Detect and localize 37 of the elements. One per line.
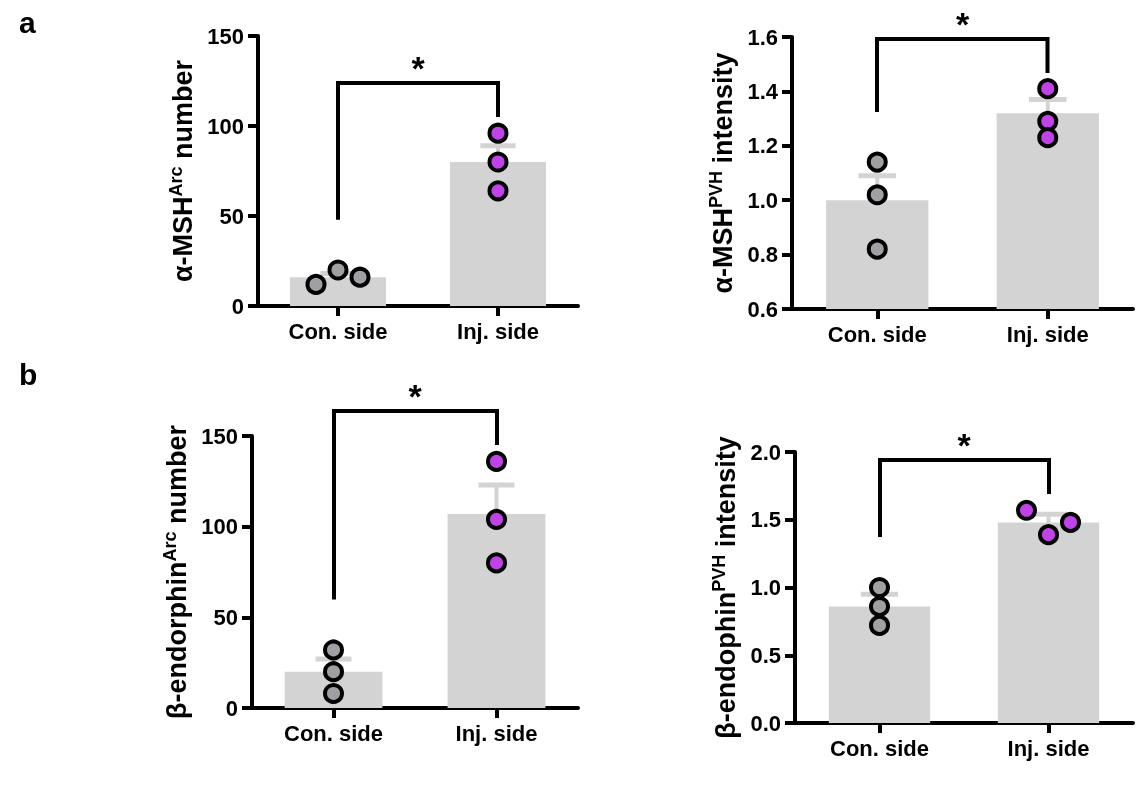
x-tick-label: Inj. side <box>1006 321 1089 347</box>
x-tick-label: Inj. side <box>1007 735 1090 761</box>
annotation: * <box>411 49 425 88</box>
chart-title: b <box>19 357 38 391</box>
y-tick-label: 50 <box>219 203 244 229</box>
y-tick-label: 1.2 <box>747 133 778 159</box>
x-tick-label: Con. side <box>827 321 927 347</box>
y-tick-label: 0.5 <box>750 642 781 668</box>
y-tick-label: 0.0 <box>750 710 781 736</box>
x-tick-label: Con. side <box>283 720 384 746</box>
y-tick-label: 1.5 <box>750 507 781 533</box>
y-tick-label: 1.0 <box>747 187 778 213</box>
chart-title: a <box>19 5 36 39</box>
y-tick-label: 0.8 <box>747 242 778 268</box>
y-tick-label: 50 <box>213 604 238 630</box>
y-tick-label: 1.6 <box>747 24 778 50</box>
y-tick-label: 100 <box>201 514 238 540</box>
y-tick-label: 1.0 <box>750 575 781 600</box>
text: * <box>408 377 422 416</box>
y-tick-label: 1.4 <box>747 78 779 104</box>
annotation: * <box>955 4 970 43</box>
y-axis-title: β-endophinPVH intensity <box>709 436 742 739</box>
y-tick-label: 0.6 <box>747 296 778 322</box>
x-tick-label: Con. side <box>288 318 388 344</box>
y-tick-label: 0 <box>231 293 244 319</box>
y-axis-title: α-MSHArc number <box>165 59 198 283</box>
y-tick-label: 100 <box>207 113 244 139</box>
y-tick-label: 150 <box>201 423 238 449</box>
y-axis-title: β-endorphinArc number <box>159 424 192 719</box>
y-tick-label: 0 <box>225 695 238 721</box>
y-tick-label: 150 <box>207 23 244 49</box>
y-tick-label: 2.0 <box>750 439 781 465</box>
y-axis-title: α-MSHPVH intensity <box>706 52 739 294</box>
x-tick-label: Inj. side <box>457 318 539 344</box>
annotation: * <box>957 426 971 465</box>
x-tick-label: Con. side <box>829 735 930 761</box>
x-tick-label: Inj. side <box>455 720 538 746</box>
